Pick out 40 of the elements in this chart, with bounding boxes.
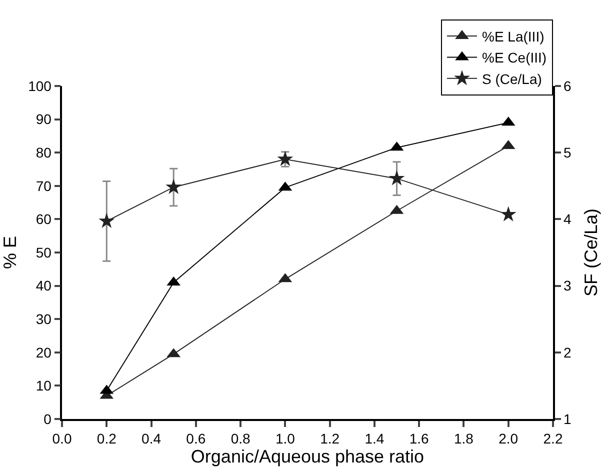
y2-tick-label: 6 xyxy=(564,78,572,94)
legend-label: S (Ce/La) xyxy=(482,70,542,87)
point xyxy=(500,206,516,222)
y2-tick-label: 3 xyxy=(564,278,572,294)
point xyxy=(98,212,115,228)
y-tick-label: 60 xyxy=(36,211,52,228)
x-tick-label: 1.8 xyxy=(454,430,474,447)
y2-tick-label: 2 xyxy=(564,344,572,360)
point xyxy=(166,178,182,194)
x-tick-label: 1.2 xyxy=(320,430,340,447)
y-axis-title: % E xyxy=(0,236,20,270)
y2-tick-label: 4 xyxy=(564,211,572,228)
x-tick-label: 1.6 xyxy=(409,430,430,447)
y-tick-label: 90 xyxy=(36,111,52,128)
y-tick-label: 80 xyxy=(36,144,52,160)
y-tick-label: 0 xyxy=(44,410,52,427)
y2-axis-title: SF (Ce/La) xyxy=(581,208,601,297)
x-tick-label: 1.4 xyxy=(364,430,384,447)
x-tick-label: 0.6 xyxy=(186,430,206,447)
point xyxy=(388,170,405,186)
y-tick-label: 20 xyxy=(36,344,52,360)
x-tick-label: 0.8 xyxy=(230,430,250,447)
legend-label: %E Ce(III) xyxy=(482,50,547,66)
y-tick-label: 40 xyxy=(36,278,52,294)
y-tick-label: 10 xyxy=(36,378,52,394)
y2-tick-label: 1 xyxy=(564,410,572,427)
legend-label: %E La(III) xyxy=(482,28,544,44)
x-tick-label: 2.2 xyxy=(543,430,563,447)
y2-tick-label: 5 xyxy=(564,144,572,160)
x-tick-label: 0.0 xyxy=(52,430,72,447)
y-tick-label: 100 xyxy=(28,78,52,94)
x-axis-title: Organic/Aqueous phase ratio xyxy=(190,446,424,467)
x-tick-label: 0.4 xyxy=(142,430,162,447)
y-tick-label: 30 xyxy=(36,311,52,327)
x-tick-label: 2.0 xyxy=(498,430,518,447)
point xyxy=(277,150,294,166)
x-tick-label: 1.0 xyxy=(275,430,296,447)
x-tick-label: 0.2 xyxy=(96,430,117,447)
y-tick-label: 50 xyxy=(36,244,52,260)
y-tick-label: 70 xyxy=(36,178,52,194)
